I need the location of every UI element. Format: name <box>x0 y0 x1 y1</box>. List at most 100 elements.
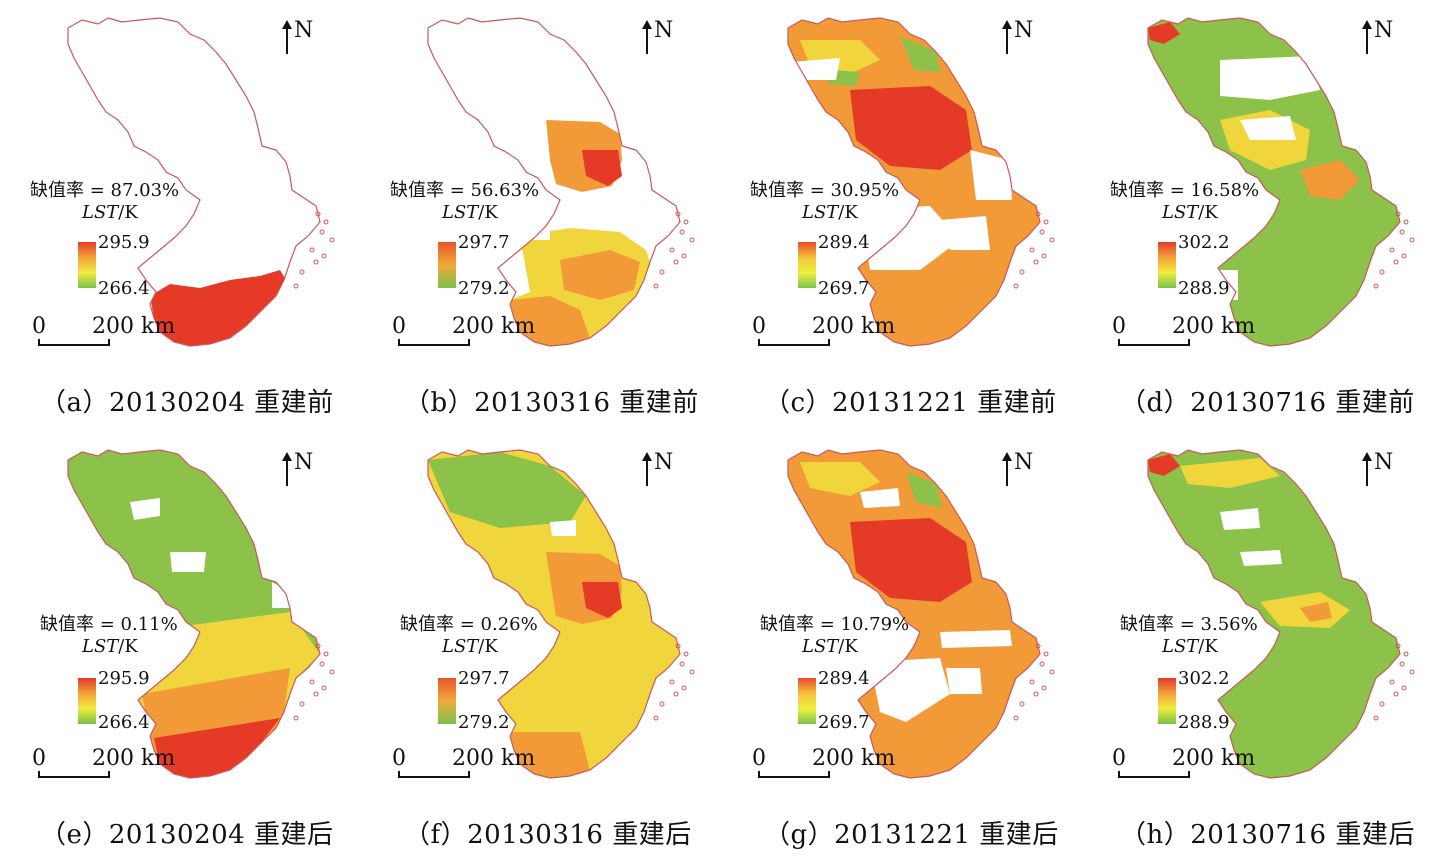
scale-zero: 0 <box>752 746 766 771</box>
island-outline <box>1013 283 1019 289</box>
scale-distance: 200 km <box>1172 746 1256 771</box>
color-ramp <box>1158 678 1176 724</box>
island-outline <box>1409 237 1415 243</box>
legend-title-unit: /K <box>118 636 138 657</box>
scale-zero: 0 <box>752 314 766 339</box>
island-outline <box>329 669 335 675</box>
legend-max: 289.4 <box>818 668 870 689</box>
north-arrow-icon <box>282 452 292 486</box>
island-outline <box>1041 685 1047 691</box>
island-outline <box>1039 661 1045 667</box>
island-outline <box>1379 701 1385 707</box>
missing-rate: 缺值率 = 30.95% <box>750 180 900 201</box>
scale-bar <box>38 771 110 778</box>
island-outline <box>1013 715 1019 721</box>
legend-title: LST/K <box>802 636 858 657</box>
lst-map <box>67 449 335 779</box>
scale-bar <box>1118 339 1190 346</box>
island-outline <box>329 237 335 243</box>
island-outline <box>683 219 689 225</box>
island-outline <box>1393 259 1399 265</box>
legend-min: 279.2 <box>458 278 510 299</box>
missing-area <box>970 150 1012 200</box>
island-outline <box>1049 237 1055 243</box>
map-panel-3: N 缺值率 = 16.58% LST/K 302.2 288.9 0 200 km （d）20… <box>1080 0 1440 430</box>
island-outline <box>313 259 319 265</box>
coastal-islands <box>653 211 695 289</box>
island-outline <box>1403 651 1409 657</box>
island-outline <box>1403 219 1409 225</box>
legend-max: 297.7 <box>458 232 510 253</box>
scale-zero: 0 <box>392 746 406 771</box>
scale-zero: 0 <box>1112 314 1126 339</box>
island-outline <box>1389 247 1395 253</box>
island-outline <box>1379 269 1385 275</box>
coastal-islands <box>293 211 335 289</box>
missing-rate: 缺值率 = 0.26% <box>400 614 538 635</box>
lst-raster <box>788 18 1040 346</box>
legend-title-variable: LST <box>1162 636 1199 657</box>
map-panel-7: N 缺值率 = 3.56% LST/K 302.2 288.9 0 200 km （h）201… <box>1080 432 1440 862</box>
island-outline <box>653 283 659 289</box>
legend-min: 269.7 <box>818 278 870 299</box>
map-panel-5: N 缺值率 = 0.26% LST/K 297.7 279.2 0 200 km （f）201… <box>360 432 720 862</box>
legend-min: 288.9 <box>1178 278 1230 299</box>
island-outline <box>659 269 665 275</box>
island-outline <box>1393 691 1399 697</box>
legend-title-variable: LST <box>802 202 839 223</box>
north-label: N <box>294 18 314 43</box>
missing-area <box>860 488 900 508</box>
island-outline <box>1049 669 1055 675</box>
map-panel-4: N 缺值率 = 0.11% LST/K 295.9 266.4 0 200 km （e）201… <box>0 432 360 862</box>
panel-caption: （c）20131221 重建前 <box>764 388 1057 418</box>
north-arrow: N <box>282 452 313 486</box>
map-panel-2: N 缺值率 = 30.95% LST/K 289.4 269.7 0 200 km （c）20… <box>720 0 1080 430</box>
scale-distance: 200 km <box>812 746 896 771</box>
island-outline <box>1043 219 1049 225</box>
lst-zone-warm <box>788 18 1040 346</box>
legend-title: LST/K <box>1162 636 1218 657</box>
north-arrow: N <box>642 20 673 54</box>
island-outline <box>309 247 315 253</box>
scale-bar <box>1118 771 1190 778</box>
island-outline <box>1019 701 1025 707</box>
legend-max: 302.2 <box>1178 668 1230 689</box>
island-outline <box>675 211 681 217</box>
missing-area <box>1240 116 1296 140</box>
north-label: N <box>1374 450 1394 475</box>
lst-map <box>787 17 1055 347</box>
island-outline <box>315 643 321 649</box>
scale-zero: 0 <box>32 746 46 771</box>
north-label: N <box>654 18 674 43</box>
map-panel-6: N 缺值率 = 10.79% LST/K 289.4 269.7 0 200 km （g）20… <box>720 432 1080 862</box>
lst-zone-warm <box>1300 602 1332 622</box>
lst-zone-hot <box>1148 22 1180 44</box>
scale-zero: 0 <box>392 314 406 339</box>
island-outline <box>683 651 689 657</box>
scale-zero: 0 <box>1112 746 1126 771</box>
lst-zone-cool <box>1148 18 1400 346</box>
island-outline <box>681 253 687 259</box>
island-outline <box>319 229 325 235</box>
island-outline <box>1395 211 1401 217</box>
legend-title-variable: LST <box>82 202 119 223</box>
legend-title: LST/K <box>442 202 498 223</box>
legend-max: 295.9 <box>98 668 150 689</box>
north-label: N <box>294 450 314 475</box>
island-outline <box>679 229 685 235</box>
legend-title-unit: /K <box>1198 202 1218 223</box>
island-outline <box>1029 247 1035 253</box>
scale-distance: 200 km <box>812 314 896 339</box>
color-ramp <box>798 242 816 288</box>
north-arrow: N <box>1362 20 1393 54</box>
north-arrow: N <box>1002 20 1033 54</box>
scale-distance: 200 km <box>92 314 176 339</box>
legend-title-unit: /K <box>478 202 498 223</box>
island-outline <box>673 691 679 697</box>
color-ramp <box>1158 242 1176 288</box>
scale-bar <box>38 339 110 346</box>
coastal-islands <box>1373 211 1415 289</box>
missing-area <box>516 200 550 240</box>
island-outline <box>659 701 665 707</box>
north-arrow: N <box>282 20 313 54</box>
